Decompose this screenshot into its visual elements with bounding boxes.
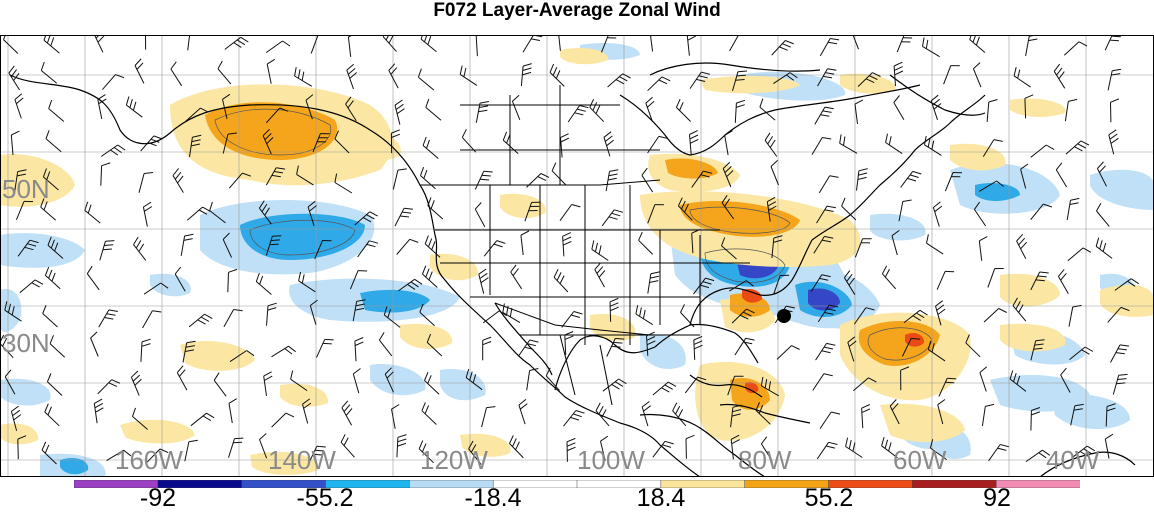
storm-marker — [777, 309, 791, 323]
lon-label-140w: 140W — [268, 445, 336, 475]
lat-label-50n: 50N — [2, 174, 50, 204]
colorbar-label-neg92: -92 — [140, 486, 176, 511]
colorbar-label-neg18: -18.4 — [465, 486, 522, 511]
map-panel: 50N 30N 160W 140W 120W 100W 80W 60W 40W — [0, 35, 1154, 477]
map-title: F072 Layer-Average Zonal Wind — [0, 0, 1154, 22]
lon-label-80w: 80W — [738, 445, 792, 475]
colorbar-label-neg55: -55.2 — [297, 486, 354, 511]
lon-label-160w: 160W — [115, 445, 183, 475]
lon-label-100w: 100W — [577, 445, 645, 475]
lon-label-120w: 120W — [420, 445, 488, 475]
lon-label-60w: 60W — [893, 445, 947, 475]
colorbar — [74, 480, 1080, 488]
lon-label-40w: 40W — [1046, 445, 1100, 475]
colorbar-label-pos55: 55.2 — [805, 486, 854, 511]
colorbar-label-pos92: 92 — [983, 486, 1011, 511]
lat-label-30n: 30N — [2, 328, 50, 358]
colorbar-label-pos18: 18.4 — [637, 486, 686, 511]
